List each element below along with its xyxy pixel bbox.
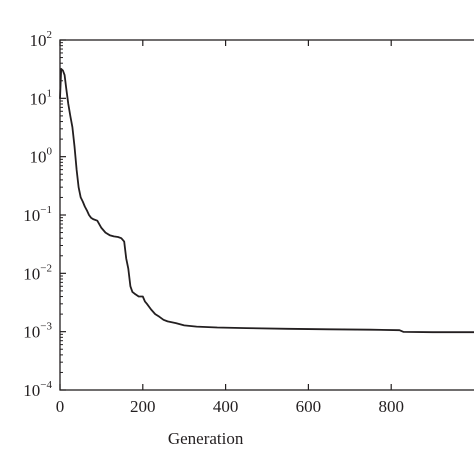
y-tick-label: 101 [30,87,53,108]
x-axis: 0 200 400 600 800 [56,40,404,416]
x-tick-label: 600 [296,397,322,416]
plot-frame [59,39,474,391]
y-tick-label: 10−2 [23,262,52,283]
y-tick-label: 10−3 [23,321,52,342]
x-tick-label: 400 [213,397,239,416]
y-tick-label: 100 [30,146,53,167]
x-axis-label: Generation [168,429,244,448]
series-line-0 [59,68,474,334]
y-tick-label: 10−4 [23,379,52,400]
x-tick-label: 800 [378,397,404,416]
series-layer [59,68,474,334]
x-tick-label: 0 [56,397,65,416]
y-tick-label: 10−1 [23,204,52,225]
x-tick-label: 200 [130,397,156,416]
y-tick-label: 102 [30,29,53,50]
y-axis: 102 101 100 10−1 10−2 10−3 10−4 [23,29,66,400]
plot-area [59,39,474,391]
